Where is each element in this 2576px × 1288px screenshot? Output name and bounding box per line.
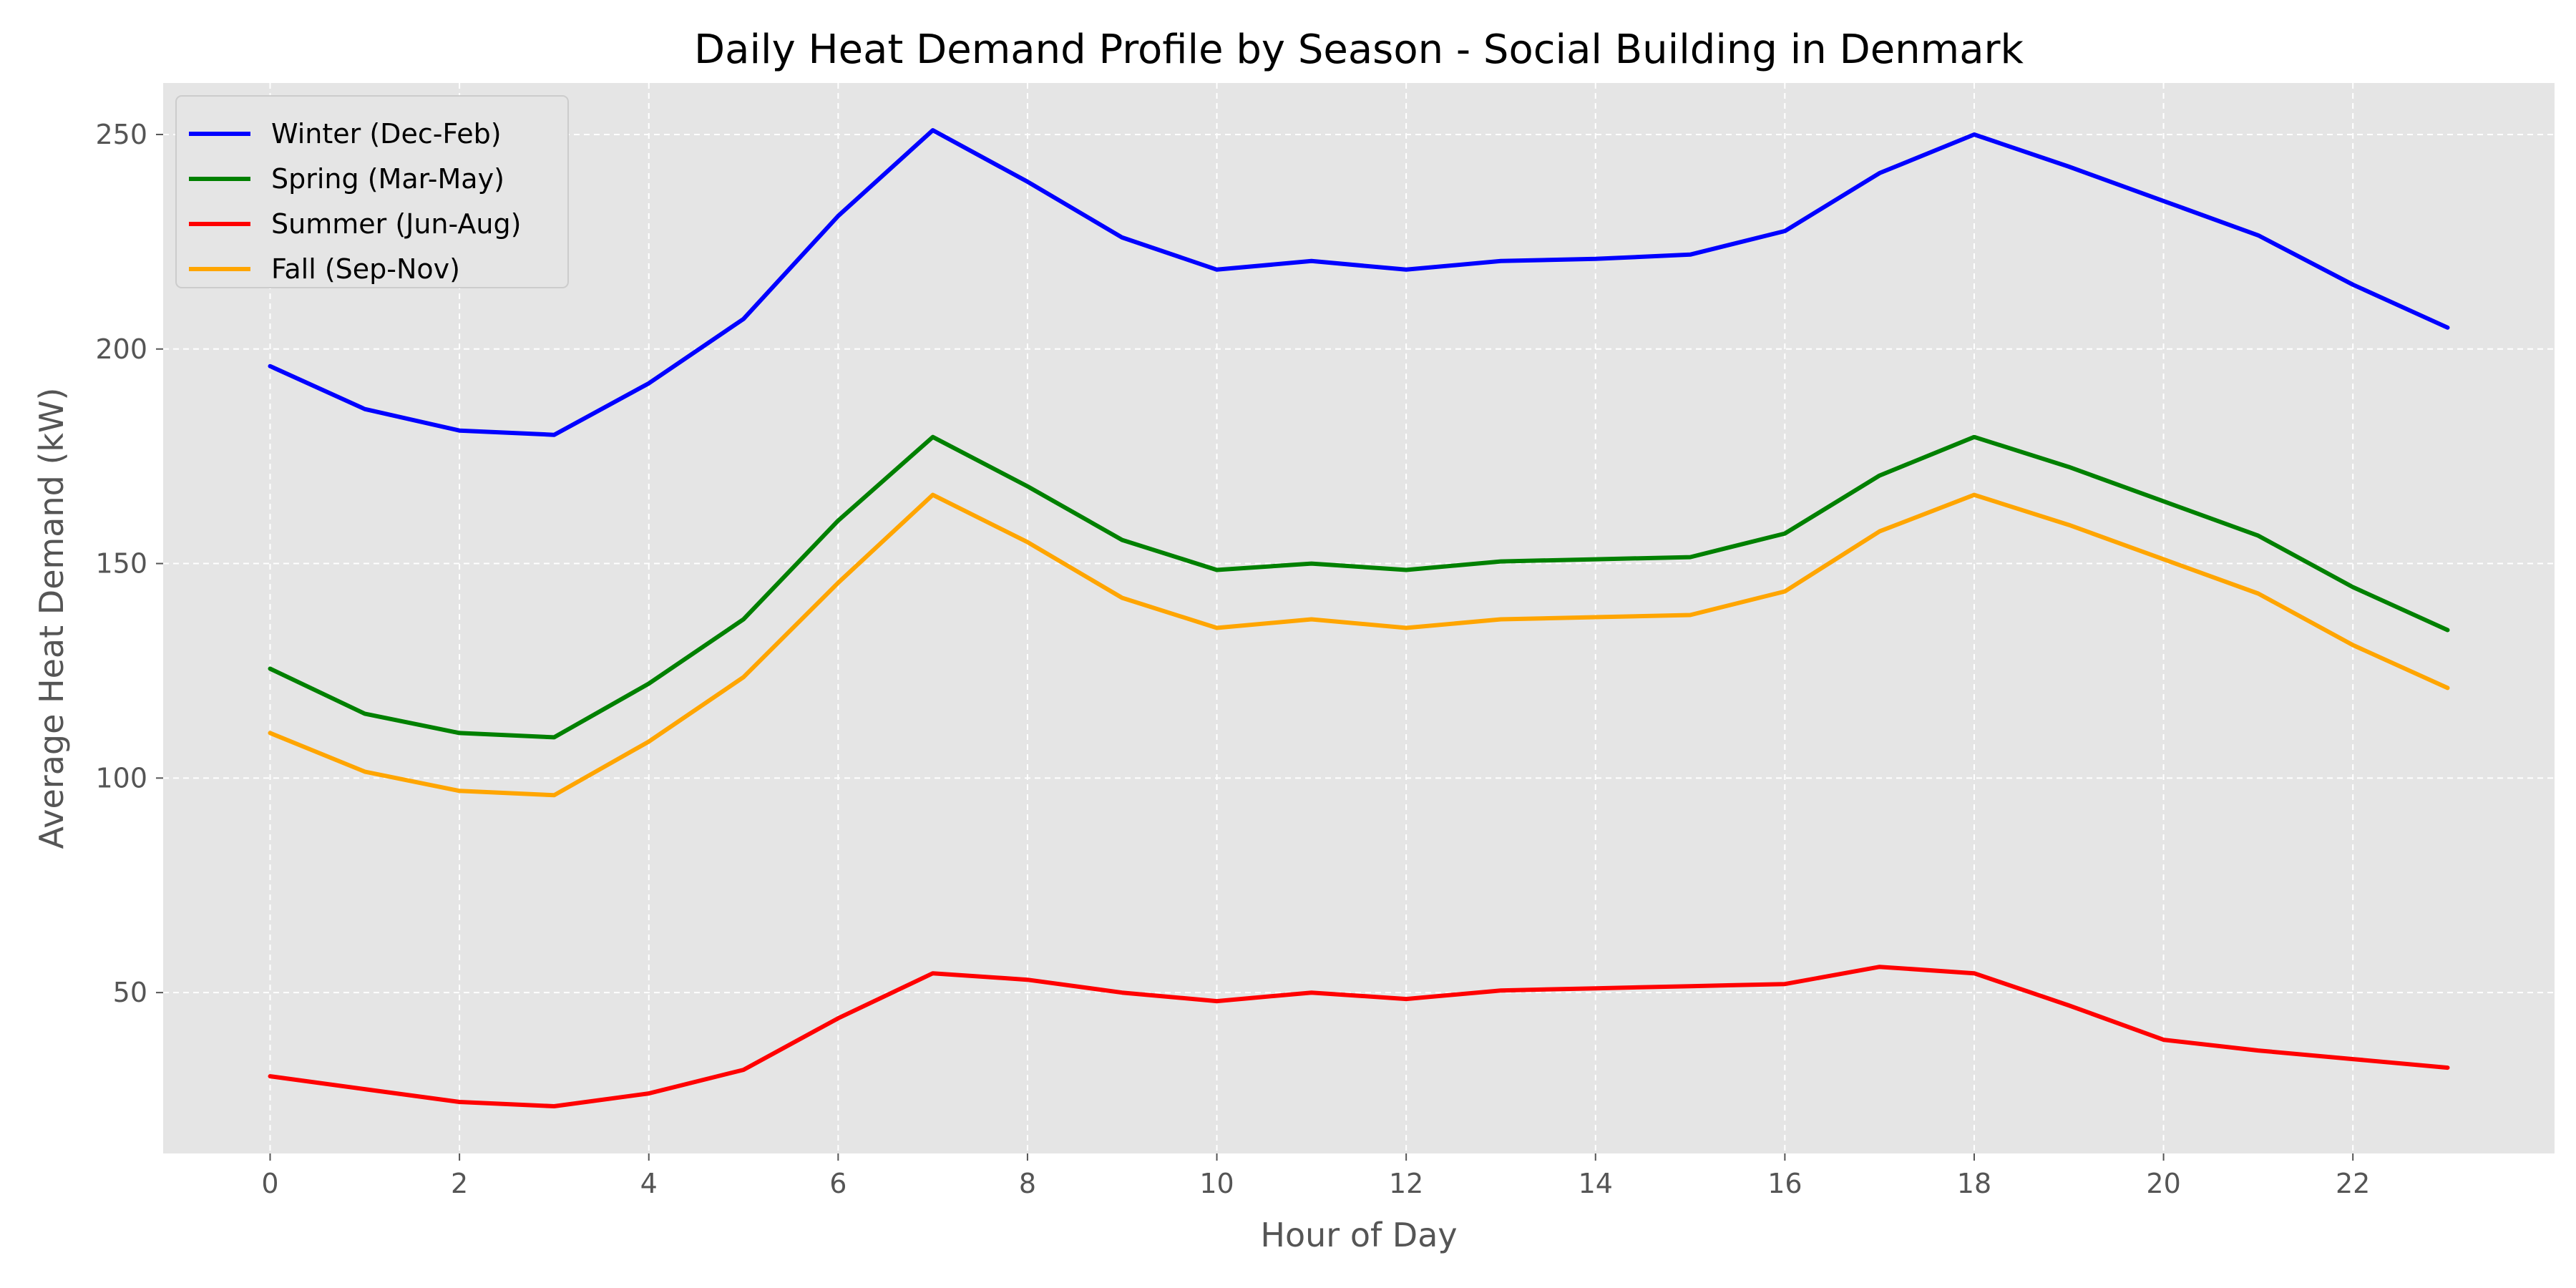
legend-label: Fall (Sep-Nov) [271,253,460,285]
x-tick-label: 14 [1579,1168,1613,1199]
legend-box [175,95,569,288]
legend-label: Summer (Jun-Aug) [271,208,521,240]
x-tick-label: 8 [1019,1168,1036,1199]
x-axis-ticks: 0 2 4 6 8 10 12 14 16 18 20 22 [261,1153,2370,1199]
x-tick-label: 6 [829,1168,847,1199]
legend: Winter (Dec-Feb) Spring (Mar-May) Summer (… [175,95,569,288]
x-tick-label: 16 [1767,1168,1802,1199]
x-tick-label: 20 [2146,1168,2180,1199]
y-axis-label: Average Heat Demand (kW) [32,388,71,849]
x-tick-label: 0 [261,1168,278,1199]
y-tick-label: 150 [95,548,147,580]
legend-label: Winter (Dec-Feb) [271,118,502,150]
chart-title: Daily Heat Demand Profile by Season - So… [694,26,2024,73]
x-tick-label: 2 [451,1168,468,1199]
series-lines [268,128,2450,1108]
y-tick-label: 200 [95,333,147,365]
series-line-1 [268,434,2450,740]
x-axis-label: Hour of Day [1260,1216,1457,1254]
series-line-3 [268,492,2450,798]
x-tick-label: 22 [2336,1168,2370,1199]
y-axis-ticks: 50 100 150 200 250 [95,119,163,1008]
x-tick-label: 4 [640,1168,658,1199]
x-tick-label: 10 [1199,1168,1234,1199]
series-line-0 [268,128,2450,437]
x-tick-label: 12 [1389,1168,1423,1199]
y-tick-label: 100 [95,762,147,794]
y-tick-label: 250 [95,119,147,150]
legend-label: Spring (Mar-May) [271,163,504,195]
series-line-2 [268,965,2450,1108]
y-tick-label: 50 [113,977,147,1008]
x-tick-label: 18 [1957,1168,1991,1199]
